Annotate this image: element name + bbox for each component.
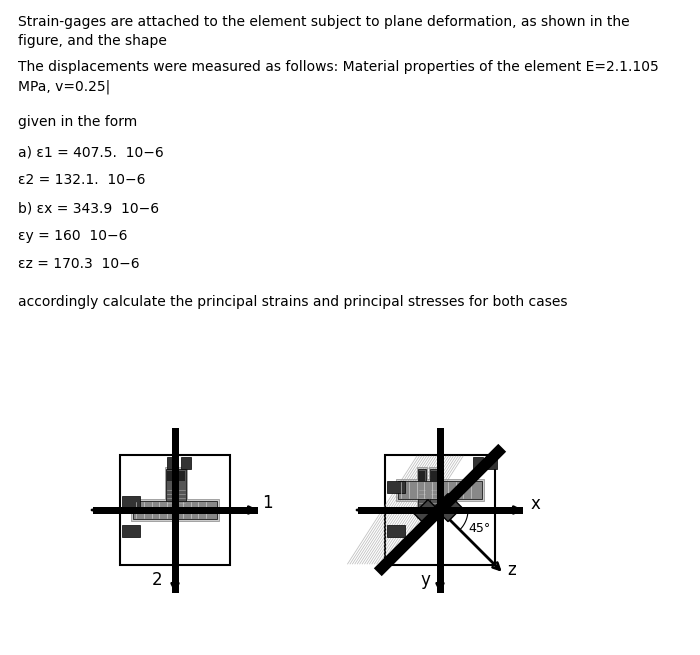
Text: Strain-gages are attached to the element subject to plane deformation, as shown : Strain-gages are attached to the element… [18, 15, 629, 48]
Bar [437, 428, 444, 593]
Text: 2: 2 [152, 571, 162, 590]
Text: b) εx = 343.9  10−6: b) εx = 343.9 10−6 [18, 201, 159, 215]
Text: εy = 160  10−6: εy = 160 10−6 [18, 229, 127, 243]
Text: a) ε1 = 407.5.  10−6: a) ε1 = 407.5. 10−6 [18, 145, 164, 159]
Text: ε2 = 132.1.  10−6: ε2 = 132.1. 10−6 [18, 173, 146, 187]
Bar [418, 469, 426, 515]
Bar [166, 469, 174, 515]
Bar [416, 467, 427, 517]
Bar [167, 457, 177, 469]
Bar [398, 481, 482, 499]
Bar [122, 525, 140, 537]
Bar [172, 428, 178, 593]
Bar [178, 469, 186, 515]
Text: 1: 1 [262, 494, 273, 512]
Bar [385, 455, 495, 565]
Bar [387, 525, 405, 537]
Bar [133, 501, 217, 519]
Bar [419, 472, 425, 481]
Text: The displacements were measured as follows: Material properties of the element E: The displacements were measured as follo… [18, 60, 659, 94]
Bar [177, 467, 187, 517]
Bar [385, 455, 495, 565]
Bar [179, 472, 185, 481]
Text: x: x [531, 495, 540, 513]
Bar [181, 457, 191, 469]
Bar [131, 499, 219, 521]
Bar [167, 472, 173, 481]
Text: y: y [420, 571, 430, 590]
Text: z: z [507, 561, 515, 579]
Text: accordingly calculate the principal strains and principal stresses for both case: accordingly calculate the principal stra… [18, 295, 568, 309]
Bar [487, 457, 497, 469]
Bar [430, 469, 438, 515]
Bar [387, 481, 405, 493]
Polygon shape [414, 500, 442, 527]
Bar [358, 506, 522, 514]
Bar [120, 455, 230, 565]
Bar [396, 479, 484, 501]
Bar [92, 506, 258, 514]
Bar [122, 496, 140, 508]
Polygon shape [434, 494, 462, 521]
Text: 45°: 45° [468, 522, 490, 535]
Text: given in the form: given in the form [18, 115, 137, 129]
Bar [473, 457, 483, 469]
Text: εz = 170.3  10−6: εz = 170.3 10−6 [18, 257, 139, 271]
Bar [429, 467, 439, 517]
Bar [430, 472, 437, 481]
Bar [165, 467, 175, 517]
